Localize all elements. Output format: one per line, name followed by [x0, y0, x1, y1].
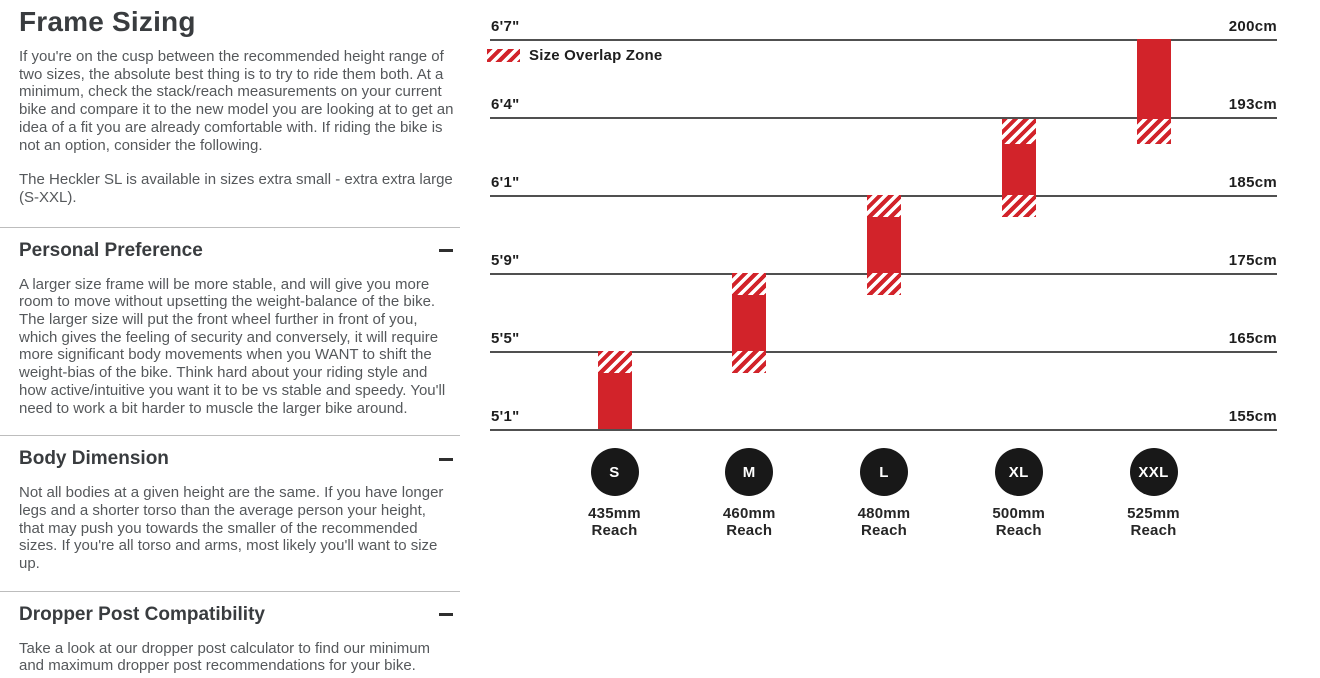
reach-unit: Reach [726, 522, 773, 539]
height-label-ft: 6'4" [491, 96, 520, 113]
height-label-cm: 155cm [1228, 408, 1277, 425]
size-overlap-segment [1136, 118, 1171, 144]
reach-unit: Reach [860, 522, 908, 539]
intro-paragraph: The Heckler SL is available in sizes ext… [19, 171, 453, 206]
height-label-cm: 185cm [1228, 174, 1277, 191]
reach-label-s: 435mm Reach [555, 505, 675, 539]
size-overlap-segment [732, 351, 767, 373]
reach-label-xxl: 525mm Reach [1094, 505, 1214, 539]
frame-sizing-panel: Frame Sizing If you're on the cusp betwe… [0, 0, 460, 678]
minus-icon[interactable] [439, 613, 453, 617]
chart-gridline [490, 39, 1277, 41]
size-bar-segment [867, 216, 901, 273]
size-overlap-segment [1001, 118, 1036, 144]
section-body: Not all bodies at a given height are the… [19, 484, 444, 573]
height-label-ft: 6'7" [491, 18, 520, 35]
height-label-ft: 6'1" [491, 174, 520, 191]
height-label-cm: 193cm [1228, 96, 1277, 113]
section-heading: Body Dimension [19, 448, 169, 470]
size-bar-segment [1136, 39, 1171, 119]
size-overlap-segment [732, 273, 767, 295]
height-label-ft: 5'5" [491, 330, 520, 347]
size-overlap-segment [1001, 195, 1036, 217]
height-label-cm: 165cm [1228, 330, 1277, 347]
legend-label: Size Overlap Zone [529, 47, 663, 64]
section-divider [0, 435, 460, 437]
section-body: A larger size frame will be more stable,… [19, 275, 446, 417]
section-divider [0, 590, 460, 592]
minus-icon[interactable] [439, 249, 453, 253]
size-circle-m: M [725, 448, 774, 496]
reach-value: 525mm [1127, 505, 1180, 522]
height-label-cm: 175cm [1228, 252, 1277, 269]
size-overlap-segment [867, 195, 901, 217]
chart-gridline [490, 117, 1277, 119]
height-label-ft: 5'1" [491, 408, 520, 425]
size-bar-segment [732, 294, 767, 351]
intro-paragraph: If you're on the cusp between the recomm… [19, 48, 454, 154]
reach-value: 460mm [722, 505, 776, 522]
reach-label-xl: 500mm Reach [959, 505, 1079, 539]
section-divider [0, 226, 460, 228]
reach-unit: Reach [995, 522, 1042, 539]
reach-value: 435mm [588, 505, 641, 522]
height-label-ft: 5'9" [491, 252, 520, 269]
accordion-header-personal-preference[interactable]: Personal Preference [19, 240, 453, 262]
accordion-section-dropper-post: Dropper Post Compatibility Take a look a… [0, 590, 460, 678]
overlap-zone-swatch-icon [487, 49, 520, 62]
size-overlap-segment [597, 351, 632, 373]
size-circle-xl: XL [994, 448, 1043, 496]
reach-value: 500mm [992, 505, 1046, 522]
size-bar-segment [1001, 143, 1036, 195]
size-circle-l: L [860, 448, 908, 496]
reach-value: 480mm [857, 505, 911, 522]
section-heading: Dropper Post Compatibility [19, 603, 265, 625]
section-body: Take a look at our dropper post calculat… [19, 639, 431, 675]
reach-label-l: 480mm Reach [824, 505, 944, 539]
accordion-header-body-dimension[interactable]: Body Dimension [19, 448, 453, 470]
reach-unit: Reach [591, 522, 638, 539]
reach-label-m: 460mm Reach [689, 505, 809, 539]
reach-unit: Reach [1130, 522, 1177, 539]
page-title: Frame Sizing [19, 6, 196, 37]
minus-icon[interactable] [439, 457, 453, 461]
size-circle-s: S [590, 448, 639, 496]
size-circle-xxl: XXL [1129, 448, 1178, 496]
accordion-section-body-dimension: Body Dimension Not all bodies at a given… [0, 435, 460, 573]
accordion-header-dropper-post[interactable]: Dropper Post Compatibility [19, 604, 453, 626]
chart-legend: Size Overlap Zone [487, 47, 662, 64]
size-bar-segment [597, 372, 632, 429]
height-label-cm: 200cm [1228, 18, 1277, 35]
section-heading: Personal Preference [19, 239, 203, 261]
chart-gridline [490, 351, 1277, 353]
chart-gridline [490, 429, 1277, 431]
size-overlap-segment [867, 273, 901, 295]
accordion-section-personal-preference: Personal Preference A larger size frame … [0, 226, 460, 418]
